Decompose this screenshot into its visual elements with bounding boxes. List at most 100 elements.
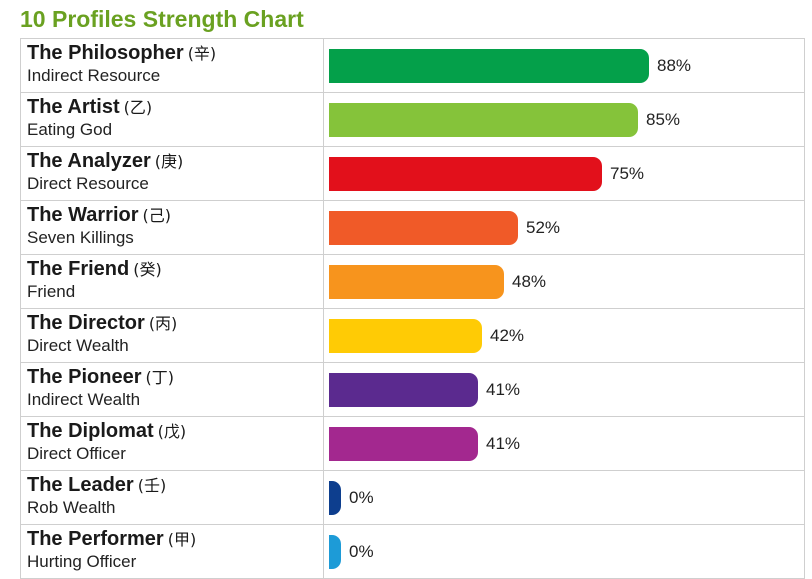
profile-name-text: The Diplomat [27, 420, 154, 442]
bar-wrapper: 42% [329, 319, 524, 353]
profile-subtitle: Indirect Wealth [27, 390, 141, 409]
bar-wrapper: 0% [329, 535, 374, 569]
profile-stem: (戊) [157, 422, 187, 441]
profile-subtitle: Direct Resource [27, 174, 149, 193]
profile-name-text: The Warrior [27, 204, 139, 226]
profile-name: The Leader (壬) [27, 473, 323, 498]
strength-bar [329, 265, 504, 299]
chart-title: 10 Profiles Strength Chart [20, 6, 304, 32]
bar-cell: 85% [323, 92, 805, 147]
profile-stem: (辛) [187, 44, 217, 63]
profile-stem: (丙) [148, 314, 178, 333]
chart-row: The Philosopher (辛) Indirect Resource 88% [20, 38, 805, 93]
bar-cell: 41% [323, 362, 805, 417]
bar-wrapper: 88% [329, 49, 691, 83]
bar-value-label: 41% [486, 380, 521, 399]
profile-label-cell: The Analyzer (庚) Direct Resource [20, 146, 324, 201]
profile-subtitle: Friend [27, 282, 76, 301]
profile-label-cell: The Artist (乙) Eating God [20, 92, 324, 147]
strength-bar [329, 49, 649, 83]
bar-value-label: 48% [512, 272, 547, 291]
bar-cell: 52% [323, 200, 805, 255]
profile-name-text: The Pioneer [27, 366, 142, 388]
profile-stem: (壬) [137, 476, 167, 495]
profile-name: The Pioneer (丁) [27, 365, 323, 390]
profile-name: The Diplomat (戊) [27, 419, 323, 444]
profile-subtitle: Eating God [27, 120, 113, 139]
strength-table-body: The Philosopher (辛) Indirect Resource 88% Th… [20, 38, 805, 579]
bar-wrapper: 41% [329, 373, 520, 407]
strength-bar [329, 481, 341, 515]
strength-bar [329, 535, 341, 569]
profile-name-text: The Philosopher [27, 42, 184, 64]
profile-name-text: The Director [27, 312, 145, 334]
profile-label-cell: The Performer (甲) Hurting Officer [20, 524, 324, 579]
profile-label-cell: The Diplomat (戊) Direct Officer [20, 416, 324, 471]
bar-value-label: 0% [349, 488, 374, 507]
profile-name: The Philosopher (辛) [27, 41, 323, 66]
profile-subtitle: Seven Killings [27, 228, 134, 247]
chart-row: The Artist (乙) Eating God 85% [20, 92, 805, 147]
strength-bar [329, 427, 478, 461]
profile-label-cell: The Friend (癸) Friend [20, 254, 324, 309]
profile-name: The Friend (癸) [27, 257, 323, 282]
profile-label-cell: The Director (丙) Direct Wealth [20, 308, 324, 363]
profile-subtitle: Direct Wealth [27, 336, 129, 355]
bar-value-label: 88% [657, 56, 692, 75]
profile-stem: (癸) [133, 260, 162, 279]
bar-wrapper: 0% [329, 481, 374, 515]
profile-label-cell: The Leader (壬) Rob Wealth [20, 470, 324, 525]
bar-cell: 88% [323, 38, 805, 93]
profile-stem: (己) [142, 206, 172, 225]
bar-cell: 48% [323, 254, 805, 309]
profile-name-text: The Artist [27, 96, 120, 118]
bar-wrapper: 41% [329, 427, 520, 461]
bar-value-label: 0% [349, 542, 374, 561]
strength-table: The Philosopher (辛) Indirect Resource 88% Th… [20, 38, 805, 579]
profile-name-text: The Performer [27, 528, 164, 550]
bar-cell: 41% [323, 416, 805, 471]
profile-label-cell: The Philosopher (辛) Indirect Resource [20, 38, 324, 93]
profile-name: The Warrior (己) [27, 203, 323, 228]
strength-bar [329, 373, 478, 407]
chart-row: The Performer (甲) Hurting Officer 0% [20, 524, 805, 579]
chart-row: The Leader (壬) Rob Wealth 0% [20, 470, 805, 525]
bar-value-label: 42% [490, 326, 525, 345]
chart-row: The Friend (癸) Friend 48% [20, 254, 805, 309]
bar-value-label: 85% [646, 110, 681, 129]
strength-bar [329, 319, 482, 353]
bar-value-label: 75% [610, 164, 645, 183]
bar-wrapper: 85% [329, 103, 680, 137]
profile-subtitle: Hurting Officer [27, 552, 137, 571]
profile-name: The Director (丙) [27, 311, 323, 336]
bar-cell: 42% [323, 308, 805, 363]
profile-label-cell: The Pioneer (丁) Indirect Wealth [20, 362, 324, 417]
profile-subtitle: Direct Officer [27, 444, 126, 463]
bar-wrapper: 52% [329, 211, 560, 245]
bar-wrapper: 75% [329, 157, 644, 191]
chart-row: The Pioneer (丁) Indirect Wealth 41% [20, 362, 805, 417]
bar-value-label: 41% [486, 434, 521, 453]
chart-row: The Warrior (己) Seven Killings 52% [20, 200, 805, 255]
profile-stem: (庚) [154, 152, 184, 171]
bar-wrapper: 48% [329, 265, 546, 299]
profile-stem: (丁) [145, 368, 174, 387]
bar-cell: 75% [323, 146, 805, 201]
profile-name: The Performer (甲) [27, 527, 323, 552]
strength-bar [329, 157, 602, 191]
profile-name-text: The Leader [27, 474, 134, 496]
profile-name-text: The Friend [27, 258, 130, 280]
profile-subtitle: Rob Wealth [27, 498, 116, 517]
chart-row: The Director (丙) Direct Wealth 42% [20, 308, 805, 363]
profile-stem: (乙) [123, 98, 153, 117]
bar-cell: 0% [323, 524, 805, 579]
bar-cell: 0% [323, 470, 805, 525]
profile-subtitle: Indirect Resource [27, 66, 161, 85]
strength-bar [329, 103, 638, 137]
chart-row: The Diplomat (戊) Direct Officer 41% [20, 416, 805, 471]
profile-name: The Analyzer (庚) [27, 149, 323, 174]
profile-name-text: The Analyzer [27, 150, 151, 172]
profile-stem: (甲) [167, 530, 197, 549]
strength-bar [329, 211, 518, 245]
chart-row: The Analyzer (庚) Direct Resource 75% [20, 146, 805, 201]
